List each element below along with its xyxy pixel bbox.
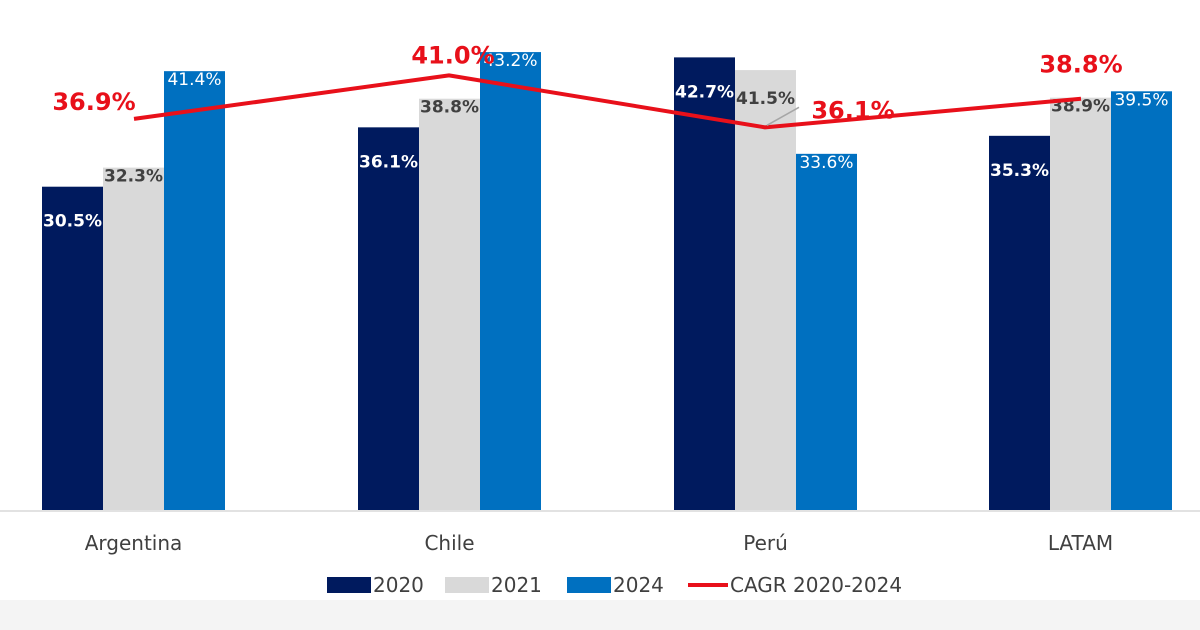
bars-layer (42, 52, 1172, 511)
bar-label-2021-peru: 41.5% (736, 89, 795, 109)
bar-label-2024-chile: 43.2% (483, 51, 537, 71)
bar-label-2020-argentina: 30.5% (43, 212, 102, 232)
bar-2021-chile (419, 98, 480, 510)
cagr-label-peru: 36.1% (811, 96, 894, 124)
cagr-leader-line-peru (766, 106, 800, 126)
bar-line-chart: 30.5%36.1%42.7%35.3%32.3%38.8% 41.5% 38.9%… (0, 41, 1200, 597)
bar-2021-latam (1050, 97, 1111, 510)
bar-2020-argentina (42, 186, 103, 510)
bar-2021-argentina (103, 167, 164, 510)
category-label-chile: Chile (424, 531, 474, 555)
bar-2024-argentina (164, 71, 225, 510)
category-label-peru: Perú (743, 531, 788, 555)
cagr-line-layer: 36.9% 41.0% 36.1% 38.8% (52, 41, 1123, 130)
bar-label-2021-argentina: 32.3% (104, 167, 163, 187)
bar-2024-peru (796, 153, 857, 510)
legend-label-2021: 2021 (491, 573, 542, 597)
legend-swatch-2020 (327, 577, 371, 593)
category-labels: Argentina Chile Perú LATAM (85, 531, 1113, 555)
cagr-label-argentina: 36.9% (52, 88, 135, 116)
legend-label-2020: 2020 (373, 573, 424, 597)
bar-2020-latam (989, 135, 1050, 510)
legend-swatch-2021 (445, 577, 489, 593)
bar-label-2024-latam: 39.5% (1114, 90, 1168, 110)
bar-2020-chile (358, 127, 419, 510)
bar-label-2020-peru: 42.7% (675, 82, 734, 102)
bar-2024-chile (480, 52, 541, 511)
bar-labels-layer: 30.5%36.1%42.7%35.3%32.3%38.8% 41.5% 38.9%… (43, 51, 1169, 232)
bar-label-2024-peru: 33.6% (799, 153, 853, 173)
chart-panel: 30.5% 36.1% 42.7% 35.3% 32.3% 38.8% 41.5% 38.9%… (0, 0, 1200, 600)
category-label-argentina: Argentina (85, 531, 183, 555)
cagr-label-latam: 38.8% (1039, 51, 1122, 79)
legend-swatch-2024 (567, 577, 611, 593)
bar-label-2020-chile: 36.1% (359, 152, 418, 172)
bar-label-2021-chile: 38.8% (420, 98, 479, 118)
cagr-line (133, 73, 1082, 130)
bar-label-2024-argentina: 41.4% (167, 70, 221, 90)
legend: 2020 2021 2024 CAGR 2020-2024 (327, 573, 902, 597)
bar-2020-peru (674, 57, 735, 510)
bar-2024-latam (1111, 91, 1172, 511)
bar-2021-peru (735, 70, 796, 510)
category-label-latam: LATAM (1048, 531, 1113, 555)
legend-label-cagr-2020-2024: CAGR 2020-2024 (730, 573, 902, 597)
legend-label-2024: 2024 (613, 573, 664, 597)
cagr-label-chile: 41.0% (411, 41, 494, 69)
bar-label-2020-latam: 35.3% (990, 161, 1049, 181)
